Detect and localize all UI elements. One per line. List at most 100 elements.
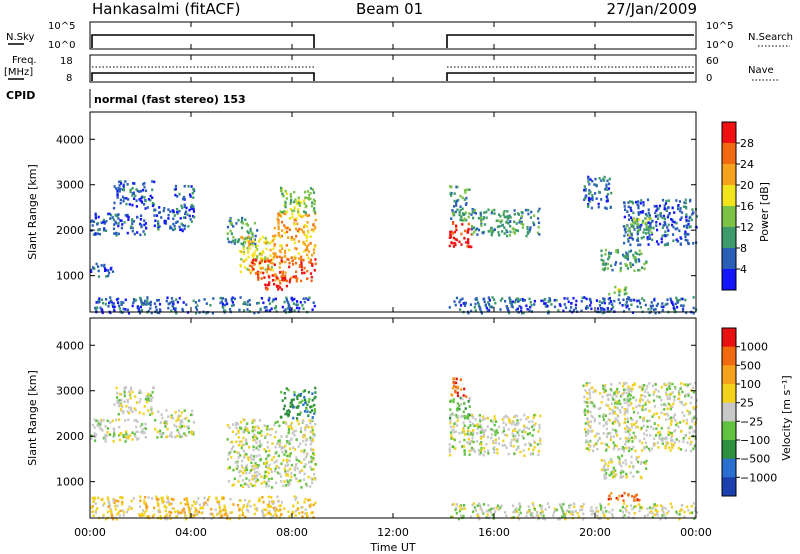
- power-cell: [624, 262, 627, 266]
- velocity-cell: [642, 416, 645, 420]
- velocity-cell: [246, 456, 250, 459]
- power-cell: [271, 268, 274, 272]
- power-cell: [661, 198, 665, 202]
- velocity-cell: [534, 413, 537, 417]
- velocity-cell: [314, 391, 317, 394]
- power-cell: [184, 224, 187, 228]
- power-cell: [283, 309, 286, 313]
- power-cell: [92, 233, 95, 236]
- velocity-cell: [237, 429, 240, 432]
- power-y-tick-label: 4000: [56, 133, 84, 146]
- velocity-cell: [299, 411, 302, 414]
- velocity-cell: [105, 517, 108, 521]
- velocity-cell: [584, 428, 587, 431]
- velocity-cell: [145, 395, 148, 398]
- velocity-cell: [294, 498, 297, 501]
- power-cell: [98, 232, 101, 236]
- power-cell: [221, 297, 224, 300]
- velocity-cell: [202, 501, 205, 505]
- power-cell: [656, 302, 660, 306]
- velocity-cell: [533, 440, 536, 443]
- power-cell: [143, 233, 146, 236]
- power-cell: [514, 300, 517, 304]
- velocity-cell: [222, 508, 225, 512]
- velocity-cell: [92, 500, 95, 503]
- power-cell: [647, 243, 650, 246]
- velocity-cell: [614, 420, 617, 424]
- velocity-cell: [664, 383, 667, 387]
- velocity-cell: [146, 400, 149, 404]
- power-cell: [183, 205, 186, 209]
- velocity-cell: [501, 418, 504, 421]
- velocity-cell: [115, 386, 118, 390]
- power-colorbar-swatch: [722, 143, 736, 165]
- power-cell: [306, 269, 309, 273]
- power-cell: [280, 270, 283, 274]
- velocity-cell: [457, 415, 460, 418]
- velocity-cell: [640, 426, 643, 430]
- power-cell: [662, 224, 665, 227]
- velocity-cell: [668, 446, 671, 449]
- velocity-cell: [635, 458, 638, 462]
- velocity-cell: [104, 440, 107, 443]
- velocity-cell: [288, 515, 291, 518]
- power-cell: [612, 306, 615, 309]
- power-cell: [280, 234, 283, 238]
- velocity-cell: [619, 395, 622, 398]
- velocity-cell: [504, 414, 507, 418]
- power-cell: [678, 229, 681, 233]
- velocity-cell: [618, 409, 621, 412]
- velocity-cell: [450, 399, 453, 403]
- power-cell: [242, 302, 245, 306]
- noise-right-label: N.Search: [748, 32, 793, 43]
- velocity-cell: [522, 429, 525, 432]
- power-cell: [587, 196, 590, 200]
- velocity-cell: [179, 426, 183, 430]
- power-cell: [205, 311, 208, 315]
- velocity-cell: [309, 485, 312, 488]
- velocity-cell: [674, 387, 677, 391]
- velocity-cell: [623, 514, 626, 517]
- velocity-cell: [614, 402, 617, 405]
- velocity-cell: [112, 499, 115, 503]
- velocity-cell: [522, 449, 525, 452]
- power-cell: [305, 204, 308, 208]
- velocity-cell: [670, 392, 673, 396]
- velocity-cell: [493, 418, 496, 421]
- velocity-cell: [638, 439, 641, 443]
- velocity-cell: [99, 423, 102, 426]
- power-cell: [607, 187, 611, 190]
- velocity-cell: [671, 439, 674, 442]
- velocity-cell: [592, 444, 595, 448]
- velocity-cell: [260, 482, 263, 485]
- power-colorbar-swatch: [722, 248, 736, 270]
- velocity-cell: [194, 506, 197, 510]
- power-cell: [102, 218, 105, 222]
- power-cell: [140, 214, 143, 217]
- power-cell: [478, 304, 481, 308]
- power-cell: [97, 275, 101, 278]
- velocity-cell: [628, 387, 631, 391]
- power-cell: [530, 210, 533, 214]
- power-cell: [645, 260, 648, 263]
- power-cell: [285, 226, 289, 230]
- velocity-cell: [287, 414, 290, 418]
- velocity-cell: [299, 470, 302, 473]
- velocity-cell: [293, 468, 297, 472]
- velocity-cell: [507, 452, 510, 456]
- power-cell: [495, 219, 498, 223]
- power-cell: [638, 253, 641, 256]
- power-cell: [170, 297, 174, 300]
- velocity-cell: [123, 400, 126, 403]
- power-cell: [293, 200, 296, 204]
- velocity-cell: [495, 506, 498, 510]
- velocity-cell: [261, 496, 264, 499]
- velocity-cell: [539, 439, 542, 443]
- velocity-cell: [228, 426, 231, 429]
- velocity-cell: [119, 404, 123, 407]
- velocity-cell: [264, 470, 267, 474]
- velocity-cell: [108, 502, 111, 505]
- velocity-cell: [583, 409, 586, 413]
- power-cell: [498, 233, 501, 237]
- power-cell: [521, 298, 524, 301]
